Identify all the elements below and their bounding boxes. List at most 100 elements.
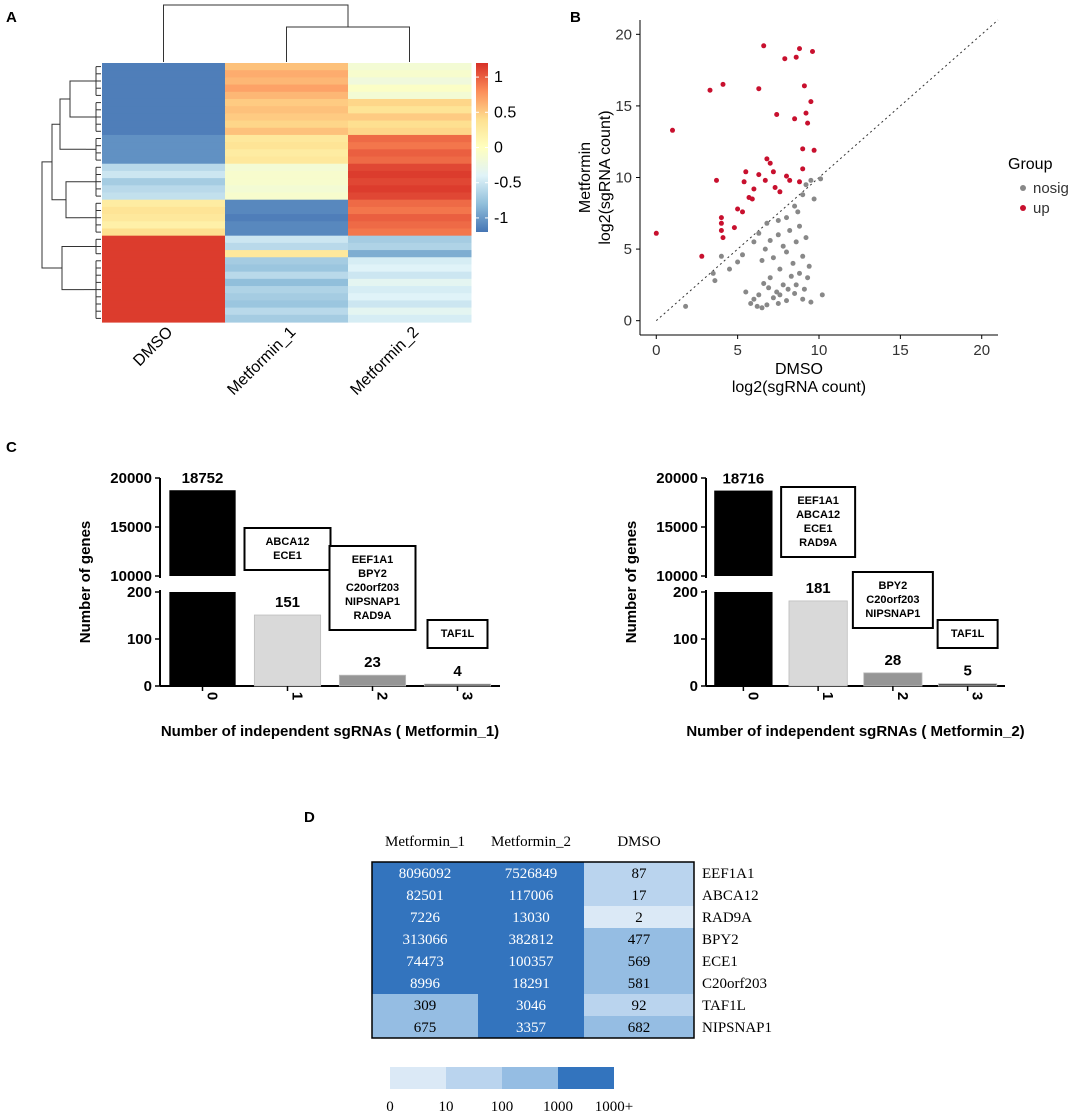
heatmap-cell	[102, 257, 226, 265]
table-column-header: Metformin_1	[385, 834, 465, 850]
scatter-point-nosig	[800, 297, 805, 302]
y-tick-label: 10000	[656, 568, 698, 585]
scatter-point-up	[771, 169, 776, 174]
scatter-point-nosig	[768, 238, 773, 243]
legend-swatch	[446, 1067, 502, 1089]
scatter-point-nosig	[711, 271, 716, 276]
bar-value-label: 181	[806, 580, 831, 597]
heatmap-cell	[225, 92, 349, 100]
bar-value-label: 18752	[182, 470, 224, 487]
scatter-point-up	[732, 225, 737, 230]
scatter-point-nosig	[760, 305, 765, 310]
table-cell-value: 3046	[516, 998, 547, 1014]
y-tick-label: 100	[673, 631, 698, 648]
heatmap-cell	[348, 293, 472, 301]
x-tick-label: 0	[744, 692, 761, 700]
heatmap-cell	[102, 70, 226, 78]
scatter-point-nosig	[797, 224, 802, 229]
heatmap-cell	[225, 207, 349, 215]
heatmap-cell	[225, 193, 349, 201]
scatter-point-nosig	[781, 244, 786, 249]
heatmap-cell	[102, 185, 226, 193]
scatter-point-nosig	[755, 304, 760, 309]
heatmap-cell	[348, 106, 472, 114]
heatmap-cell	[102, 200, 226, 208]
scatter-point-up	[751, 187, 756, 192]
legend-swatch	[390, 1067, 446, 1089]
y-tick-label: 0	[144, 678, 152, 695]
scatter-point-nosig	[792, 291, 797, 296]
heatmap-cell	[225, 106, 349, 114]
x-tick-label: 2	[374, 692, 391, 700]
scatter-point-up	[773, 185, 778, 190]
heatmap-cell	[102, 157, 226, 165]
table-cell-value: 675	[414, 1020, 437, 1036]
legend-label-up: up	[1033, 200, 1050, 217]
scatter-point-up	[719, 228, 724, 233]
scatter-point-nosig	[766, 285, 771, 290]
scatter-point-up	[714, 178, 719, 183]
y-axis-title: Metformin	[577, 142, 594, 213]
table-cell-value: 87	[632, 866, 648, 882]
scatter-point-up	[787, 178, 792, 183]
table-cell-value: 74473	[406, 954, 444, 970]
scatter-point-nosig	[777, 292, 782, 297]
scatter-point-up	[810, 49, 815, 54]
scatter-point-nosig	[800, 192, 805, 197]
scatter-point-up	[719, 221, 724, 226]
y-tick-label: 0	[690, 678, 698, 695]
dendrogram-branch	[52, 124, 66, 200]
table-column-header: Metformin_2	[491, 834, 571, 850]
heatmap-cell	[225, 157, 349, 165]
scatter-point-up	[805, 121, 810, 126]
scatter-point-nosig	[712, 278, 717, 283]
x-tick-label: 2	[894, 692, 911, 700]
table-cell-value: 8096092	[399, 866, 452, 882]
gene-annotation-box	[245, 528, 331, 570]
bar	[938, 684, 996, 686]
heatmap-cell	[348, 286, 472, 294]
scatter-point-up	[743, 169, 748, 174]
heatmap-cell	[348, 77, 472, 85]
heatmap-cell	[225, 149, 349, 157]
heatmap-cell	[348, 171, 472, 179]
scatter-point-up	[750, 197, 755, 202]
scatter-point-up	[654, 231, 659, 236]
scatter-point-nosig	[805, 275, 810, 280]
heatmap-cell	[102, 99, 226, 107]
bar-value-label: 23	[364, 654, 381, 671]
table-cell-value: 100357	[509, 954, 555, 970]
scatter-point-nosig	[804, 235, 809, 240]
table-cell-value: 117006	[509, 888, 554, 904]
heatmap-cell	[225, 178, 349, 186]
heatmap-cell	[102, 300, 226, 308]
heatmap-cell	[102, 171, 226, 179]
scatter-point-nosig	[786, 287, 791, 292]
heatmap-cell	[102, 92, 226, 100]
scatter-point-up	[756, 172, 761, 177]
scatter-point-nosig	[760, 258, 765, 263]
table-row-label: ECE1	[702, 954, 738, 970]
x-tick-label: 0	[652, 342, 660, 359]
scatter-point-nosig	[800, 254, 805, 259]
heatmap-column-label: Metformin_2	[347, 324, 422, 399]
scatter-point-nosig	[792, 204, 797, 209]
legend-label: 0	[386, 1099, 394, 1115]
table-row-label: TAF1L	[702, 998, 746, 1014]
x-axis-subtitle: log2(sgRNA count)	[732, 379, 866, 396]
scatter-point-up	[784, 174, 789, 179]
table-cell-value: 13030	[512, 910, 550, 926]
bar	[864, 673, 922, 686]
heatmap-cell	[225, 200, 349, 208]
heatmap-cell	[102, 113, 226, 121]
colorbar-tick-label: 1	[494, 69, 503, 86]
x-axis-title: Number of independent sgRNAs ( Metformin…	[161, 723, 499, 740]
figure: A B C D DMSOMetformin_1Metformin_2 10.50…	[0, 0, 1084, 1117]
colorbar-tick-label: 0.5	[494, 104, 516, 121]
scatter-point-nosig	[784, 250, 789, 255]
heatmap-cell	[225, 272, 349, 280]
heatmap-cell	[102, 228, 226, 236]
panel-label-a: A	[6, 9, 17, 26]
x-tick-label: 20	[973, 342, 990, 359]
table-cell-value: 8996	[410, 976, 441, 992]
